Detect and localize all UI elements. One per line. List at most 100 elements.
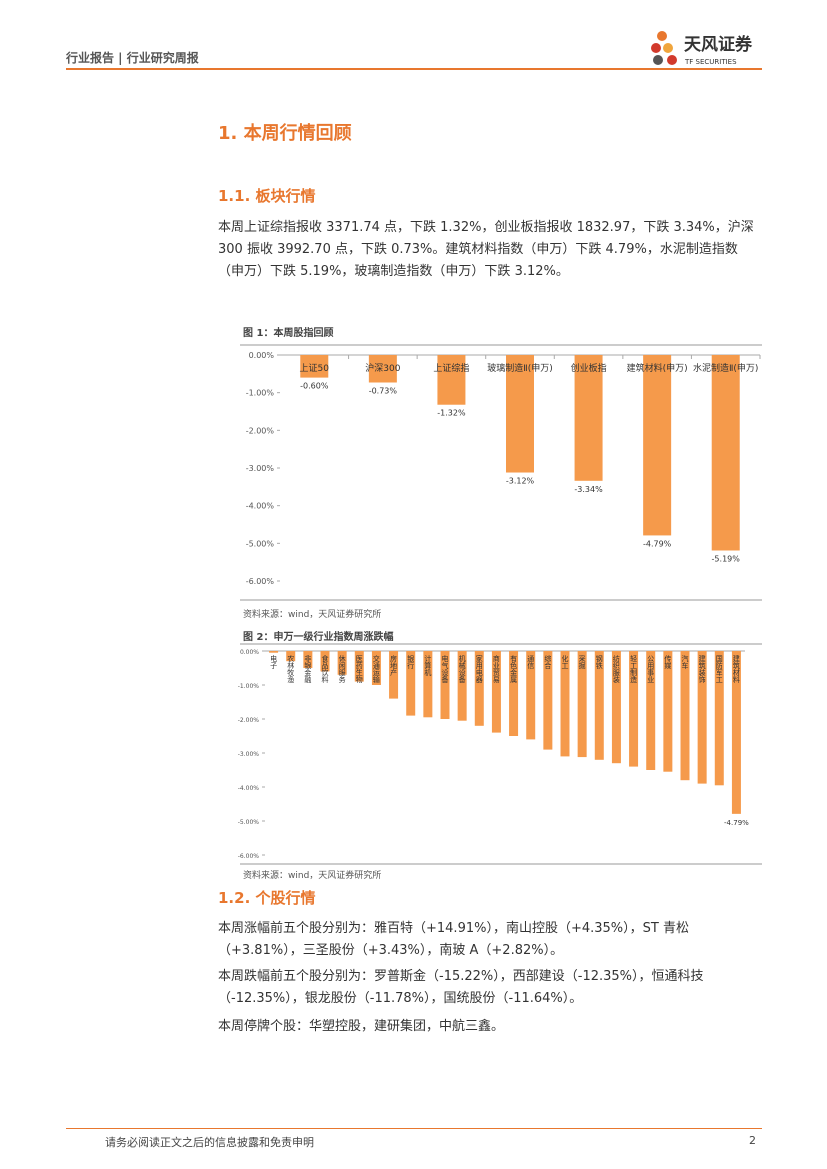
bar [646,651,656,770]
x-tick-label: 上证综指 [433,362,469,374]
bar [643,355,672,536]
x-tick-label: 食品饮料 [321,654,329,684]
header-title: 行业报告 | 行业研究周报 [66,51,199,65]
chart: 0.00% -1.00% -2.00% -3.00% -4.00% -5.00% -6.00… [238,643,762,865]
logo-en: TF SECURITIES [684,58,737,66]
y-tick-label: 0.00% [240,649,259,656]
x-tick-label: 综合 [544,654,552,670]
bar [577,651,587,758]
data-label: -3.34% [574,485,603,494]
subsection-heading: 1.2. 个股行情 [218,889,316,907]
bar [300,355,329,378]
data-label: -3.12% [506,477,535,486]
x-tick-label: 机械设备 [458,654,466,684]
data-label: -0.73% [369,386,398,395]
bar [509,651,519,736]
x-tick-label: 水泥制造Ⅱ(申万) [693,362,758,374]
bar [629,651,639,767]
bar [526,651,536,740]
bar [680,651,690,781]
x-tick-label: 汽车 [681,654,689,670]
bar [506,355,534,473]
x-tick-label: 国防军工 [715,655,723,683]
bar [574,355,603,481]
x-tick-label: 电气设备 [441,654,449,684]
x-tick-label: 沪深300 [365,362,400,374]
x-tick-label: 农林牧渔 [287,654,295,684]
bar [731,651,741,814]
y-tick-label: -2.00% [246,426,275,435]
y-tick-label: -3.00% [238,751,260,758]
x-tick-label: 玻璃制造Ⅱ(申万) [487,362,552,374]
y-tick-label: -2.00% [238,717,260,724]
chart: 0.00% -1.00% -2.00% -3.00% -4.00% -5.00% -6.00… [240,344,762,601]
paragraph: 本周涨幅前五个股分别为：雅百特（+14.91%），南山控股（+4.35%），ST… [218,921,689,958]
x-tick-label: 建筑材料(申万) [627,362,688,374]
y-tick-label: -6.00% [246,577,275,586]
x-tick-label: 休闲服务 [338,654,346,684]
x-tick-label: 电子 [270,654,278,669]
page-number: 2 [749,1134,756,1147]
y-tick-label: -6.00% [238,853,260,860]
bar [491,651,501,733]
bar [354,651,364,682]
bar [423,651,433,718]
x-tick-label: 医药生物 [355,655,363,684]
y-tick-label: -1.00% [246,389,275,398]
y-tick-label: -5.00% [246,539,275,548]
header-rule [66,68,762,70]
y-tick-label: -4.00% [246,502,275,511]
y-tick-label: -5.00% [238,819,260,826]
x-tick-label: 化工 [561,654,569,669]
subsection-heading: 1.1. 板块行情 [218,187,316,205]
x-tick-label: 创业板指 [571,362,607,374]
bar [711,355,740,551]
bar [437,355,466,405]
y-tick-label: -4.00% [238,785,260,792]
x-tick-label: 公用事业 [647,655,655,683]
bar [269,651,279,653]
x-tick-label: 交通运输 [372,654,380,684]
data-label: -4.79% [724,819,749,827]
x-tick-label: 商业贸易 [492,654,500,684]
figure-title: 图 2：申万一级行业指数周涨跌幅 [243,632,394,643]
bar [611,651,621,764]
bar [368,355,397,383]
footer-text: 请务必阅读正文之后的信息披露和免责申明 [105,1136,314,1149]
logo: 天风证券 TF SECURITIES [651,31,753,66]
figure-source: 资料来源：wind，天风证券研究所 [243,610,382,620]
x-tick-label: 通信 [527,654,535,670]
bar [594,651,604,760]
x-tick-label: 计算机 [424,654,432,677]
bar [714,651,724,786]
bar [389,651,399,699]
paragraph: 本周上证综指报收 3371.74 点，下跌 1.32%，创业板指报收 1832.… [218,220,754,279]
bar [286,651,296,662]
x-tick-label: 钢铁 [595,654,603,670]
bar [663,651,673,772]
bar [697,651,707,784]
x-tick-label: 房地产 [390,654,398,677]
data-label: -0.60% [300,382,329,391]
data-label: -4.79% [643,539,672,548]
bar [303,651,313,668]
bar [337,651,347,675]
bar [457,651,467,721]
paragraph: 本周跌幅前五个股分别为：罗普斯金（-15.22%），西部建设（-12.35%），… [218,969,704,1006]
x-tick-label: 上证50 [300,363,330,374]
x-tick-label: 采掘 [578,654,586,670]
x-tick-label: 建筑材料 [732,654,740,684]
footer-rule [66,1128,762,1129]
logo-cn: 天风证券 [684,34,753,55]
section-heading: 1. 本周行情回顾 [218,123,352,144]
y-tick-label: 0.00% [249,351,275,360]
data-label: -5.19% [712,554,741,563]
paragraph: 本周停牌个股：华塑控股，建研集团，中航三鑫。 [218,1019,505,1034]
y-tick-label: -1.00% [238,683,260,690]
x-tick-label: 轻工制造 [630,654,638,684]
bar [406,651,416,716]
bar [560,651,570,757]
figure-title: 图 1：本周股指回顾 [243,328,334,339]
y-tick-label: -3.00% [246,464,275,473]
